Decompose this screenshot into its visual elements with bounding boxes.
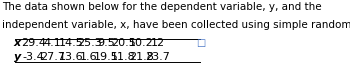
- Text: 14.5: 14.5: [58, 38, 83, 48]
- Text: 29.4: 29.4: [21, 38, 46, 48]
- Text: 11.8: 11.8: [111, 52, 136, 62]
- Text: 12: 12: [150, 38, 165, 48]
- Text: 10.2: 10.2: [129, 38, 154, 48]
- Text: 19.5: 19.5: [94, 52, 119, 62]
- Text: 23.7: 23.7: [145, 52, 170, 62]
- Text: 25.3: 25.3: [77, 38, 102, 48]
- Text: x: x: [14, 38, 21, 48]
- Text: 9.5: 9.5: [97, 38, 115, 48]
- Text: 21.8: 21.8: [129, 52, 154, 62]
- Text: 4.1: 4.1: [44, 38, 62, 48]
- Text: 27.7: 27.7: [40, 52, 65, 62]
- Text: -3.4: -3.4: [22, 52, 44, 62]
- Text: y: y: [14, 52, 21, 62]
- Text: 13.6: 13.6: [58, 52, 83, 62]
- Text: 1.6: 1.6: [80, 52, 98, 62]
- Text: □: □: [196, 38, 205, 48]
- Text: 20.5: 20.5: [111, 38, 136, 48]
- Text: The data shown below for the dependent variable, y, and the: The data shown below for the dependent v…: [2, 2, 322, 12]
- Text: independent variable, x, have been collected using simple random sampling.: independent variable, x, have been colle…: [2, 20, 350, 30]
